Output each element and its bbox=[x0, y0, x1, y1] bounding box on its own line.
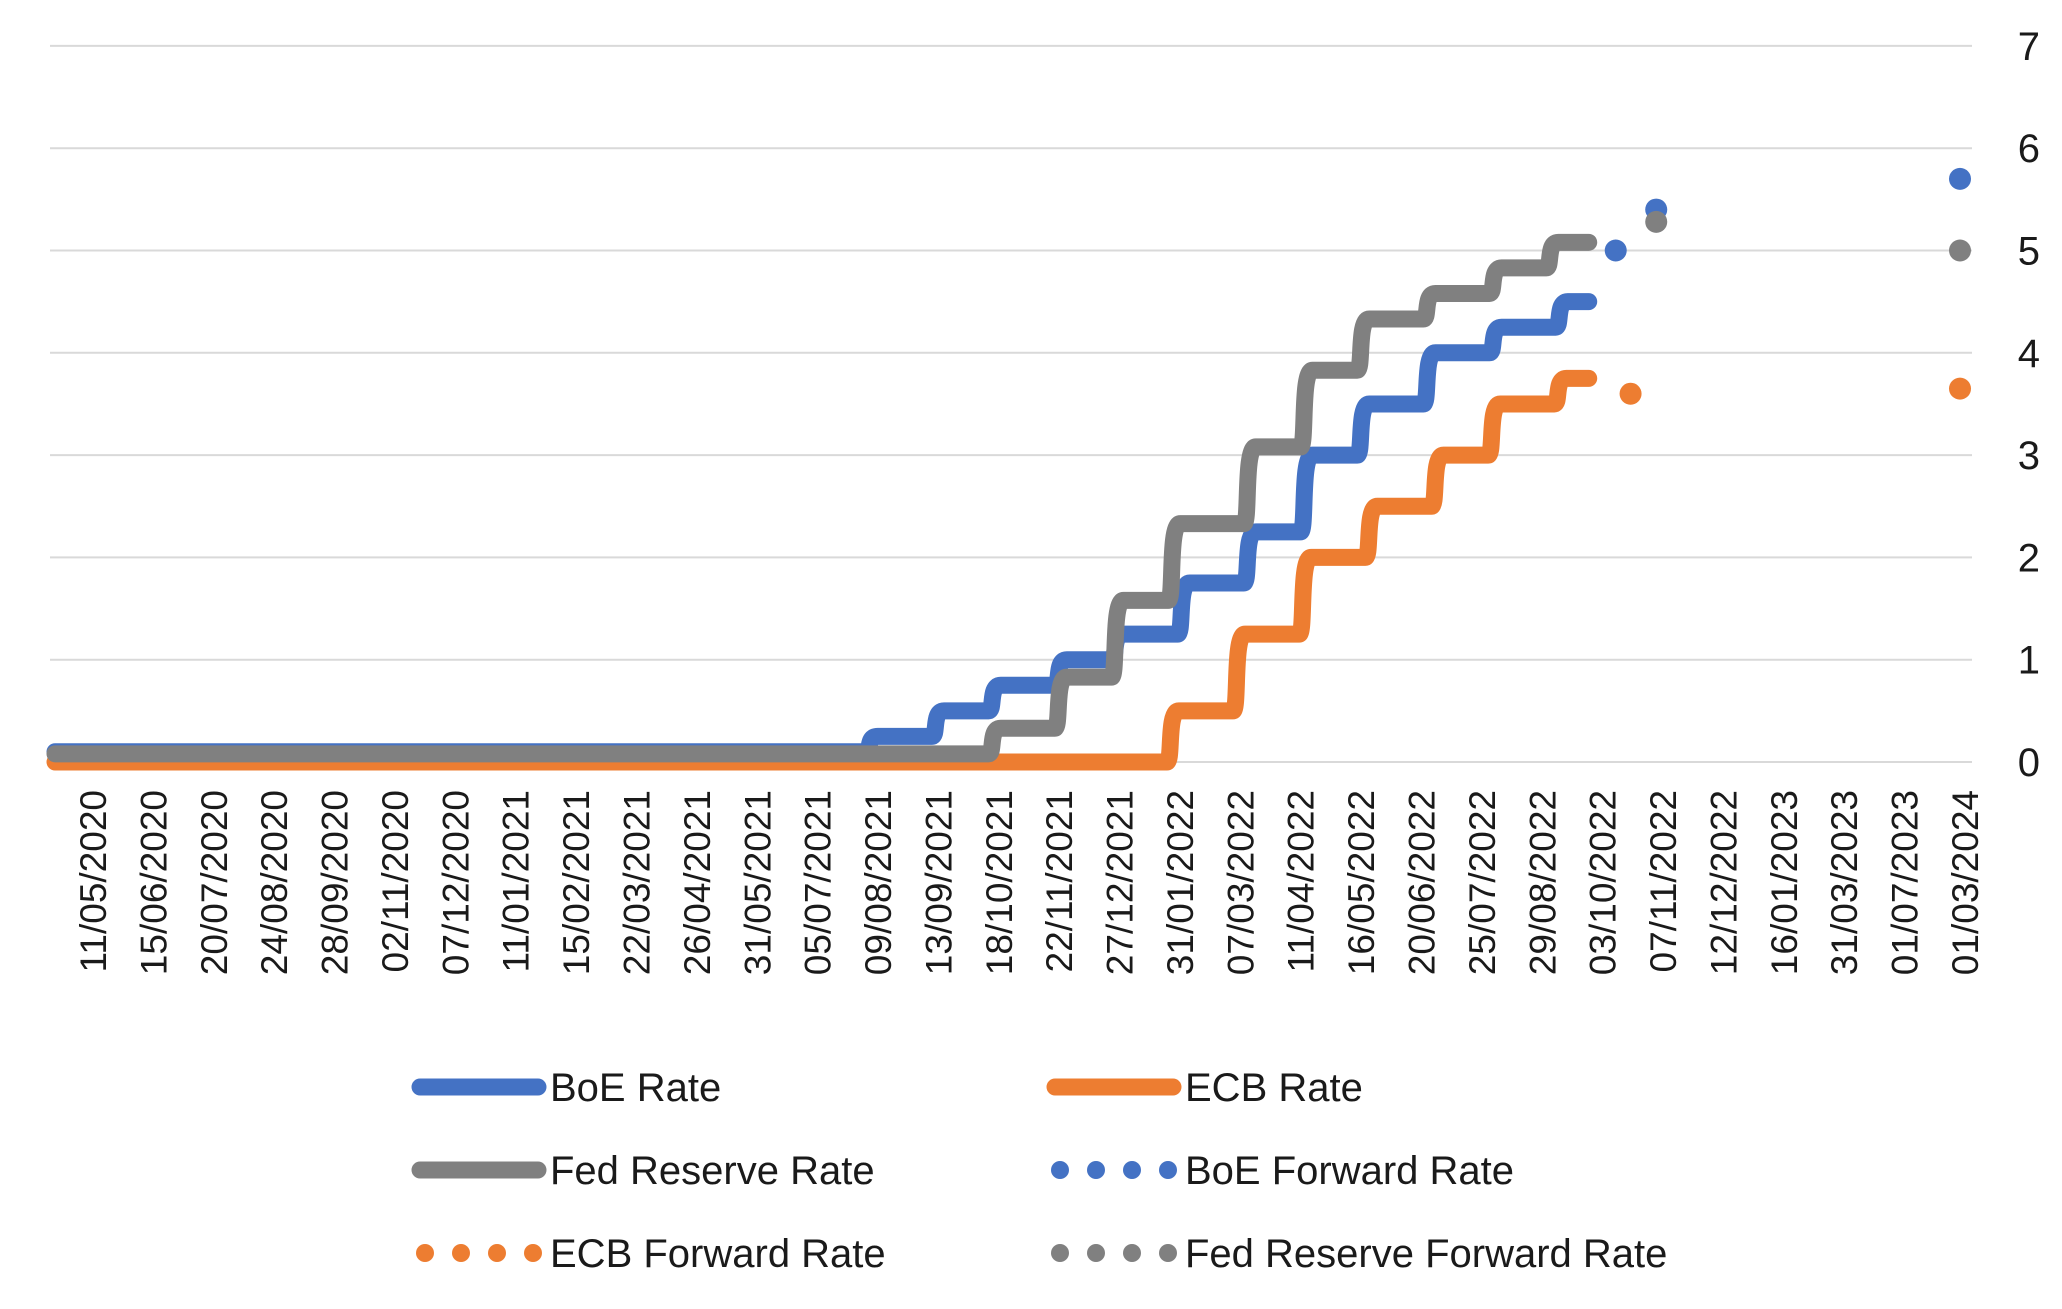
x-tick-label: 20/07/2020 bbox=[194, 790, 235, 975]
x-tick-label: 03/10/2022 bbox=[1583, 790, 1624, 975]
legend-swatch-dot bbox=[1159, 1161, 1177, 1179]
x-tick-label: 22/11/2021 bbox=[1039, 790, 1080, 972]
x-tick-label: 31/01/2022 bbox=[1160, 790, 1201, 975]
gridlines bbox=[50, 44, 1972, 763]
legend-swatch-dot bbox=[524, 1244, 542, 1262]
legend-label: ECB Rate bbox=[1185, 1066, 1363, 1110]
legend-item-ecb-forward-rate: ECB Forward Rate bbox=[416, 1232, 886, 1276]
legend-swatch-dot bbox=[452, 1244, 470, 1262]
x-tick-label: 07/03/2022 bbox=[1220, 790, 1261, 975]
legend-swatch-dot bbox=[1087, 1244, 1105, 1262]
y-tick-label: 5 bbox=[2018, 230, 2040, 274]
x-axis-labels: 11/05/2020 15/06/2020 20/07/2020 24/08/2020… bbox=[73, 790, 1986, 975]
x-tick-label: 01/07/2023 bbox=[1885, 790, 1926, 975]
legend-label: Fed Reserve Rate bbox=[550, 1149, 875, 1193]
legend-item-boe-forward-rate: BoE Forward Rate bbox=[1051, 1149, 1514, 1193]
x-tick-label: 15/02/2021 bbox=[556, 790, 597, 975]
x-tick-label: 12/12/2022 bbox=[1703, 790, 1744, 975]
legend-swatch-dot bbox=[1051, 1161, 1069, 1179]
series-ecb-rate bbox=[46, 369, 1598, 771]
y-axis-labels: 0 1 2 3 4 5 6 7 bbox=[2018, 25, 2040, 785]
legend-swatch-dot bbox=[1159, 1244, 1177, 1262]
x-tick-label: 27/12/2021 bbox=[1100, 790, 1141, 975]
x-tick-label: 28/09/2020 bbox=[315, 790, 356, 975]
x-tick-label: 18/10/2021 bbox=[979, 790, 1020, 975]
y-tick-label: 0 bbox=[2018, 741, 2040, 785]
legend-item-fed-reserve-rate: Fed Reserve Rate bbox=[411, 1149, 875, 1193]
legend-item-fed-reserve-forward-rate: Fed Reserve Forward Rate bbox=[1051, 1232, 1667, 1276]
line-fed-reserve-rate bbox=[46, 233, 1598, 763]
y-tick-label: 6 bbox=[2018, 127, 2040, 171]
legend-swatch-dot bbox=[1087, 1161, 1105, 1179]
legend-label: BoE Rate bbox=[550, 1066, 721, 1110]
y-tick-label: 3 bbox=[2018, 434, 2040, 478]
x-tick-label: 31/05/2021 bbox=[737, 790, 778, 975]
x-tick-label: 22/03/2021 bbox=[616, 790, 657, 975]
x-tick-label: 07/12/2020 bbox=[435, 790, 476, 975]
y-tick-label: 4 bbox=[2018, 332, 2040, 376]
x-tick-label: 16/01/2023 bbox=[1764, 790, 1805, 975]
x-tick-label: 05/07/2021 bbox=[798, 790, 839, 975]
x-tick-label: 11/01/2021 bbox=[496, 790, 537, 972]
x-tick-label: 24/08/2020 bbox=[254, 790, 295, 975]
legend-label: Fed Reserve Forward Rate bbox=[1185, 1232, 1667, 1276]
x-tick-label: 07/11/2022 bbox=[1643, 790, 1684, 972]
point-fed-reserve-forward-rate bbox=[1645, 210, 1668, 233]
line-boe-rate bbox=[46, 293, 1598, 761]
legend-swatch-dot bbox=[488, 1244, 506, 1262]
legend-swatch-dot bbox=[1123, 1244, 1141, 1262]
legend-item-boe-rate: BoE Rate bbox=[411, 1066, 721, 1110]
legend-label: ECB Forward Rate bbox=[550, 1232, 886, 1276]
x-tick-label: 20/06/2022 bbox=[1402, 790, 1443, 975]
series-lines bbox=[46, 167, 1971, 771]
legend-swatch-dot bbox=[1123, 1161, 1141, 1179]
y-tick-label: 1 bbox=[2018, 639, 2040, 683]
series-boe-rate bbox=[46, 293, 1598, 761]
point-boe-forward-rate bbox=[1949, 167, 1971, 190]
series-fed-reserve-rate bbox=[46, 233, 1598, 763]
x-tick-label: 11/05/2020 bbox=[73, 790, 114, 972]
x-tick-label: 02/11/2020 bbox=[375, 790, 416, 972]
legend-swatch-dot bbox=[1051, 1244, 1069, 1262]
point-ecb-forward-rate bbox=[1619, 382, 1642, 405]
legend-item-ecb-rate: ECB Rate bbox=[1046, 1066, 1363, 1110]
legend-swatch-dot bbox=[416, 1244, 434, 1262]
legend-label: BoE Forward Rate bbox=[1185, 1149, 1514, 1193]
x-tick-label: 31/03/2023 bbox=[1824, 790, 1865, 975]
x-tick-label: 11/04/2022 bbox=[1281, 790, 1322, 972]
legend: BoE Rate ECB Rate Fed Reserve Rate BoE Forw… bbox=[411, 1066, 1667, 1276]
y-tick-label: 2 bbox=[2018, 536, 2040, 580]
point-ecb-forward-rate bbox=[1949, 377, 1971, 400]
line-ecb-rate bbox=[46, 369, 1598, 771]
x-tick-label: 15/06/2020 bbox=[133, 790, 174, 975]
x-tick-label: 26/04/2021 bbox=[677, 790, 718, 975]
series-ecb-forward-rate bbox=[1619, 377, 1971, 405]
y-tick-label: 7 bbox=[2018, 25, 2040, 69]
x-tick-label: 25/07/2022 bbox=[1462, 790, 1503, 975]
point-fed-reserve-forward-rate bbox=[1949, 239, 1971, 262]
x-tick-label: 16/05/2022 bbox=[1341, 790, 1382, 975]
x-tick-label: 29/08/2022 bbox=[1522, 790, 1563, 975]
x-tick-label: 13/09/2021 bbox=[918, 790, 959, 975]
point-boe-forward-rate bbox=[1604, 239, 1627, 262]
x-tick-label: 01/03/2024 bbox=[1945, 790, 1986, 975]
x-tick-label: 09/08/2021 bbox=[858, 790, 899, 975]
series-fed-reserve-forward-rate bbox=[1645, 210, 1971, 262]
